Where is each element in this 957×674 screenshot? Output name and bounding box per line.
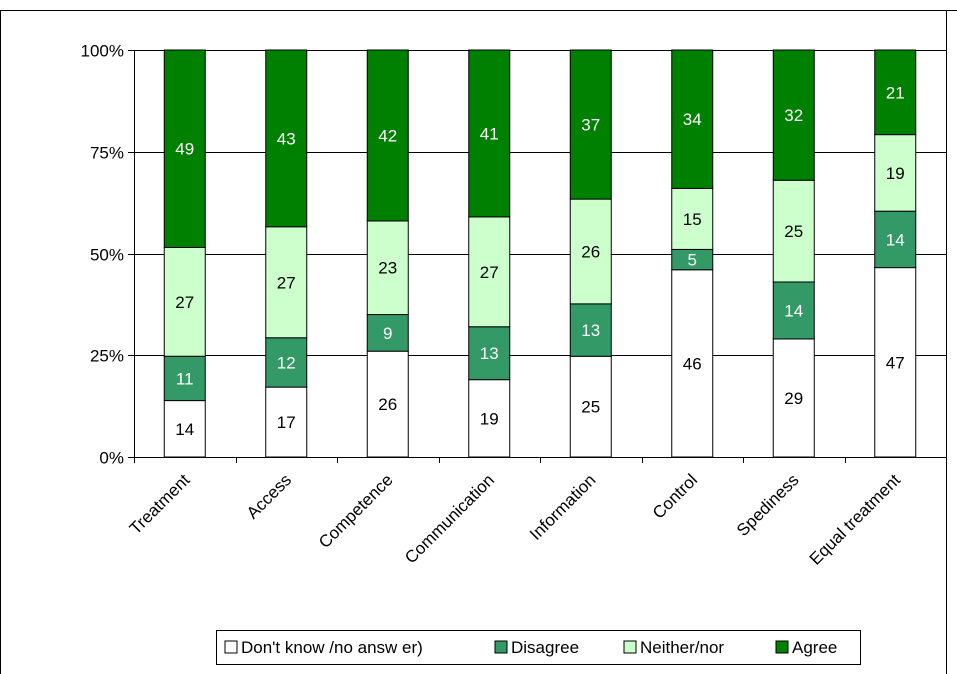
data-label: 19 xyxy=(886,164,905,183)
bar-segment xyxy=(468,216,511,328)
data-label: 25 xyxy=(784,222,803,241)
bar-segment xyxy=(569,198,612,305)
axes: 0% 25% 50% 75% 100% Treatment Access Competence… xyxy=(81,42,947,569)
bar-segment xyxy=(163,246,206,357)
legend-swatch xyxy=(623,640,637,654)
y-tick-label: 50% xyxy=(90,246,124,265)
data-label: 42 xyxy=(378,126,397,145)
bar-segment xyxy=(772,49,815,181)
bar-segment xyxy=(874,134,917,212)
data-label: 37 xyxy=(581,116,600,135)
data-label: 29 xyxy=(784,389,803,408)
data-label: 13 xyxy=(581,321,600,340)
legend: Don't know /no answ er) Disagree Neither/n… xyxy=(216,630,861,665)
data-label: 47 xyxy=(886,353,905,372)
x-tick-label: Spediness xyxy=(733,470,803,540)
bar-segment xyxy=(366,314,409,352)
data-label: 27 xyxy=(175,293,194,312)
data-label: 26 xyxy=(378,395,397,414)
data-label: 27 xyxy=(480,263,499,282)
x-tick-label: Access xyxy=(243,470,295,522)
bar-segment xyxy=(163,49,206,248)
bar-segment xyxy=(366,49,409,222)
legend-box xyxy=(216,630,861,665)
data-label: 12 xyxy=(277,353,296,372)
bar-segment xyxy=(265,49,308,228)
bar-segment xyxy=(569,49,612,200)
bar-segment xyxy=(874,267,917,458)
x-tick-label: Competence xyxy=(315,470,397,552)
legend-swatch xyxy=(224,640,238,654)
data-label: 41 xyxy=(480,124,499,143)
x-tick-label: Equal treatment xyxy=(806,470,904,568)
data-label: 9 xyxy=(383,324,392,343)
bar-segment xyxy=(671,269,714,458)
data-label: 5 xyxy=(688,251,697,270)
x-tick-label: Treatment xyxy=(126,470,194,538)
data-label: 23 xyxy=(378,259,397,278)
data-label: 34 xyxy=(683,110,702,129)
data-label: 25 xyxy=(581,398,600,417)
x-tick-label: Communication xyxy=(401,470,498,567)
bar-segment xyxy=(265,337,308,388)
data-label: 21 xyxy=(886,83,905,102)
bar-segment xyxy=(874,49,917,136)
bar-segment xyxy=(569,355,612,458)
data-label: 15 xyxy=(683,210,702,229)
bar-segment xyxy=(671,49,714,189)
bar-segment xyxy=(772,179,815,283)
legend-label: Neither/nor xyxy=(640,638,724,657)
data-label: 17 xyxy=(277,413,296,432)
data-label: 27 xyxy=(277,273,296,292)
y-tick-label: 25% xyxy=(90,347,124,366)
x-tick-label: Control xyxy=(649,470,701,522)
data-label: 32 xyxy=(784,106,803,125)
data-label: 13 xyxy=(480,344,499,363)
bar-segment xyxy=(468,49,511,218)
legend-label: Agree xyxy=(792,638,837,657)
data-label: 49 xyxy=(175,140,194,159)
legend-swatch xyxy=(494,640,508,654)
data-label: 14 xyxy=(784,301,803,320)
data-label: 19 xyxy=(480,409,499,428)
y-tick-label: 100% xyxy=(81,42,124,61)
data-label: 14 xyxy=(886,230,905,249)
bar-segment xyxy=(874,210,917,269)
legend-swatch xyxy=(775,640,789,654)
data-label: 11 xyxy=(176,369,194,388)
legend-label: Don't know /no answ er) xyxy=(241,638,423,657)
bar-segment xyxy=(569,303,612,357)
bar-segment xyxy=(265,386,308,458)
gridlines xyxy=(134,50,946,356)
data-label: 14 xyxy=(175,420,194,439)
bar-segment xyxy=(366,220,409,316)
bar-segment xyxy=(468,326,511,381)
data-label: 26 xyxy=(581,242,600,261)
data-label: 43 xyxy=(277,129,296,148)
bar-segment xyxy=(265,226,308,339)
bar-segment xyxy=(163,355,206,402)
bar-segment xyxy=(671,187,714,250)
legend-label: Disagree xyxy=(511,638,579,657)
bar-segment xyxy=(772,281,815,340)
stacked-bars: 14 11 27 49 17 12 27 43 26 9 23 42 19 13 27 41 25 13 26 37 4… xyxy=(163,49,917,458)
bar-segment xyxy=(468,379,511,458)
x-tick-label: Information xyxy=(526,470,600,544)
y-tick-label: 0% xyxy=(99,449,124,468)
y-tick-label: 75% xyxy=(90,144,124,163)
data-label: 46 xyxy=(683,354,702,373)
